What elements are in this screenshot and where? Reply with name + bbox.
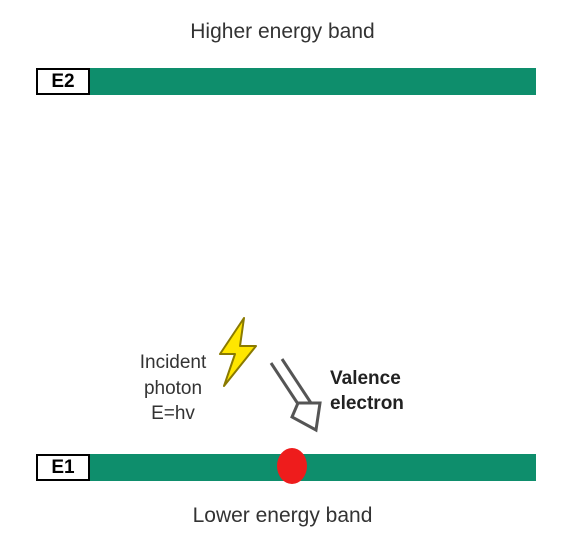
band-e2-label: E2 [51,71,74,93]
band-e1-label: E1 [51,457,74,479]
photon-line1: Incident [128,350,218,376]
lower-band-title: Lower energy band [0,504,565,528]
valence-line1: Valence [330,367,440,392]
band-e2-bar [90,68,536,95]
incident-photon-label: Incident photon E=hv [128,350,218,427]
photon-arrow-icon [258,355,328,440]
band-e1-bar [90,454,536,481]
band-e1-label-box: E1 [36,454,90,481]
valence-electron-label: Valence electron [330,367,440,416]
energy-band-diagram: Higher energy band E2 Incident photon E=… [0,0,565,556]
valence-line2: electron [330,392,440,417]
higher-band-title: Higher energy band [0,20,565,44]
band-e2: E2 [36,68,536,95]
lightning-bolt-icon [210,316,264,388]
photon-line3: E=hv [128,401,218,427]
band-e2-label-box: E2 [36,68,90,95]
photon-line2: photon [128,376,218,402]
valence-electron-dot [277,448,307,484]
